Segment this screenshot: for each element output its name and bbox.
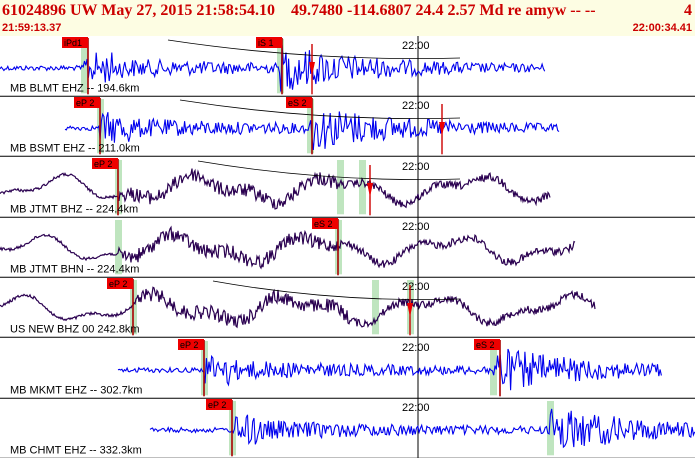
pick-label: eP 2	[76, 98, 94, 108]
pick-label: eS 2	[288, 98, 307, 108]
start-time: 21:59:13.37	[2, 22, 62, 34]
waveform	[0, 286, 596, 329]
pick-box	[92, 158, 118, 169]
event-header: 61024896 UW May 27, 2015 21:58:54.10 49.…	[0, 0, 695, 36]
pick-window	[547, 401, 554, 456]
pick-box	[178, 339, 204, 350]
arrival-arrow	[439, 122, 445, 136]
trace-row[interactable]: 22:00 iPd1 iS 1 MB BLMT EHZ -- 194.6km	[0, 36, 695, 97]
event-count: 4	[684, 2, 692, 19]
pick-label: eS 2	[476, 340, 495, 350]
phase-pick[interactable]: eS 2	[474, 339, 501, 397]
pick-box	[312, 218, 338, 229]
pick-box	[107, 278, 133, 289]
arrival-arrow	[367, 183, 373, 197]
pick-label: iS 1	[258, 38, 274, 48]
phase-pick[interactable]: iS 1	[256, 37, 283, 95]
pick-box	[474, 339, 500, 350]
station-label: MB JTMT BHZ -- 224.4km	[10, 203, 138, 215]
pick-window	[372, 280, 379, 335]
station-label: US NEW BHZ 00 242.8km	[10, 323, 140, 335]
waveform	[117, 348, 662, 391]
travel-time-curve	[197, 160, 461, 181]
trace-row[interactable]: 22:00 eP 2 MB JTMT BHZ -- 224.4km	[0, 157, 695, 218]
time-marker-label: 22:00	[402, 402, 430, 414]
pick-window	[359, 160, 366, 215]
pick-label: iPd1	[64, 38, 82, 48]
pick-window	[490, 341, 497, 396]
phase-pick[interactable]: eS 2	[312, 218, 339, 276]
station-label: MB CHMT EHZ -- 332.3km	[10, 444, 142, 456]
pick-label: eP 2	[109, 279, 127, 289]
pick-box	[206, 399, 232, 410]
time-marker-label: 22:00	[402, 161, 430, 173]
trace-row[interactable]: 22:00 eP 2 eS 2 MB BSMT EHZ -- 211.0km	[0, 96, 695, 157]
pick-window	[277, 39, 284, 94]
time-marker-label: 22:00	[402, 40, 430, 52]
waveform	[0, 168, 551, 210]
pick-label: eS 2	[314, 219, 333, 229]
event-title: 61024896 UW May 27, 2015 21:58:54.10 49.…	[2, 2, 596, 19]
travel-time-curve	[179, 99, 461, 120]
pick-box	[62, 37, 88, 48]
travel-time-curve	[212, 280, 461, 300]
pick-box	[286, 97, 312, 108]
phase-pick[interactable]: eP 2	[206, 399, 233, 457]
travel-time-curve	[167, 39, 461, 60]
station-label: MB BSMT EHZ -- 211.0km	[10, 142, 140, 154]
time-marker-label: 22:00	[402, 342, 430, 354]
pick-label: eP 2	[94, 159, 112, 169]
arrival-arrow	[407, 303, 413, 317]
time-marker-label: 22:00	[402, 221, 430, 233]
phase-pick[interactable]: eP 2	[107, 278, 134, 336]
trace-row[interactable]: 22:00 eP 2 US NEW BHZ 00 242.8km	[0, 277, 695, 338]
pick-window	[307, 99, 314, 154]
time-marker-label: 22:00	[402, 100, 430, 112]
arrival-arrow	[309, 62, 315, 76]
pick-label: eP 2	[208, 400, 226, 410]
trace-row[interactable]: 22:00 eS 2 MB JTMT BHN -- 224.4km	[0, 217, 695, 278]
phase-pick[interactable]: eP 2	[74, 97, 101, 155]
waveform	[0, 45, 546, 92]
waveform	[149, 408, 695, 449]
trace-row[interactable]: 22:00 eP 2 MB CHMT EHZ -- 332.3km	[0, 398, 695, 458]
pick-window	[337, 160, 344, 215]
pick-window	[81, 39, 88, 94]
pick-box	[256, 37, 282, 48]
pick-window	[115, 220, 122, 275]
phase-pick[interactable]: eP 2	[178, 339, 205, 397]
station-label: MB JTMT BHN -- 224.4km	[10, 263, 139, 275]
end-time: 22:00:34.41	[632, 22, 692, 34]
pick-label: eP 2	[180, 340, 198, 350]
phase-pick[interactable]: eP 2	[92, 158, 119, 216]
station-label: MB BLMT EHZ -- 194.6km	[10, 82, 139, 94]
phase-pick[interactable]: iPd1	[62, 37, 89, 95]
phase-pick[interactable]: eS 2	[286, 97, 313, 155]
pick-box	[74, 97, 100, 108]
waveform	[0, 225, 576, 270]
station-label: MB MKMT EHZ -- 302.7km	[10, 384, 142, 396]
time-marker-label: 22:00	[402, 281, 430, 293]
trace-row[interactable]: 22:00 eP 2 eS 2 MB MKMT EHZ -- 302.7km	[0, 338, 695, 399]
